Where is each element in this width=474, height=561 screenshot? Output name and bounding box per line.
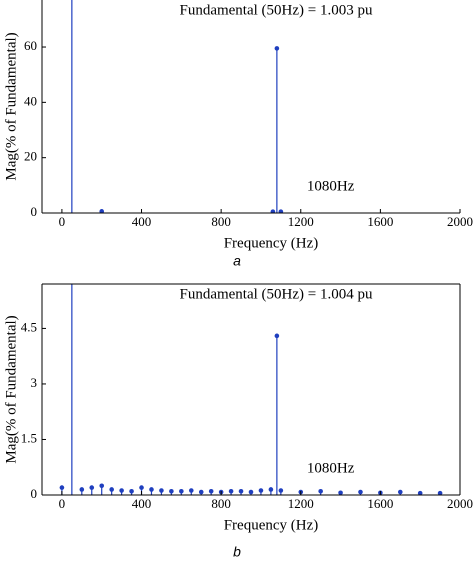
y-tick-label: 0 [31, 204, 38, 219]
stem-marker [278, 209, 284, 213]
stem-marker [188, 488, 194, 493]
stem-marker [270, 209, 276, 213]
caption: a [233, 253, 241, 269]
stem-marker [159, 488, 164, 493]
annotation: 1080Hz [307, 178, 355, 194]
x-tick-label: 2000 [447, 214, 473, 229]
stem-marker [228, 488, 234, 494]
x-axis-label: Frequency (Hz) [224, 517, 319, 533]
y-tick-label: 1.5 [21, 430, 37, 445]
stem-marker [358, 489, 363, 495]
stem-marker [417, 490, 423, 495]
stem-marker [274, 46, 280, 51]
x-tick-label: 800 [211, 496, 231, 511]
stem-marker [318, 488, 323, 494]
stem-marker [179, 488, 184, 494]
x-tick-label: 1200 [288, 214, 314, 229]
stem-marker [198, 489, 204, 495]
stem-marker [89, 485, 95, 490]
annotation: 1080Hz [307, 460, 355, 476]
x-axis-label: Frequency (Hz) [224, 235, 319, 251]
stem-marker [79, 487, 85, 492]
chart-title: Fundamental (50Hz) = 1.004 pu [179, 286, 373, 302]
plot-area [71, 0, 284, 213]
stem-marker [238, 488, 244, 494]
stem-marker [149, 487, 154, 492]
y-tick-label: 4.5 [21, 319, 37, 334]
y-tick-label: 60 [24, 38, 37, 53]
chart-title: Fundamental (50Hz) = 1.003 pu [179, 2, 373, 18]
stem-marker [109, 487, 114, 492]
x-tick-label: 1200 [288, 496, 314, 511]
x-tick-label: 0 [59, 496, 66, 511]
stem-marker [338, 490, 343, 495]
x-tick-label: 1600 [367, 496, 393, 511]
y-axis-label: Mag(% of Fundamental) [3, 315, 19, 463]
stem-marker [278, 488, 284, 493]
stem-marker [99, 483, 105, 489]
y-tick-label: 20 [24, 149, 37, 164]
caption: b [233, 544, 241, 560]
stem-marker [258, 488, 264, 493]
y-tick-label: 0 [31, 486, 38, 501]
y-tick-label: 40 [24, 93, 37, 108]
x-tick-label: 1600 [367, 214, 393, 229]
stem-marker [437, 490, 443, 495]
stem-marker [169, 488, 174, 494]
stem-marker [119, 488, 124, 493]
x-tick-label: 2000 [447, 496, 473, 511]
y-tick-label: 3 [31, 375, 38, 390]
stem-marker [99, 209, 105, 213]
x-tick-label: 400 [132, 496, 152, 511]
stem-marker [274, 333, 280, 339]
stem-marker [129, 488, 134, 494]
x-tick-label: 800 [211, 214, 231, 229]
stem-marker [59, 485, 65, 490]
stem-marker [248, 489, 254, 495]
y-axis-label: Mag(% of Fundamental) [3, 32, 19, 180]
stem-marker [268, 487, 274, 492]
stem-marker [397, 489, 403, 495]
stem-marker [208, 488, 214, 494]
x-tick-label: 0 [59, 214, 66, 229]
x-tick-label: 400 [132, 214, 152, 229]
stem-marker [139, 485, 144, 490]
